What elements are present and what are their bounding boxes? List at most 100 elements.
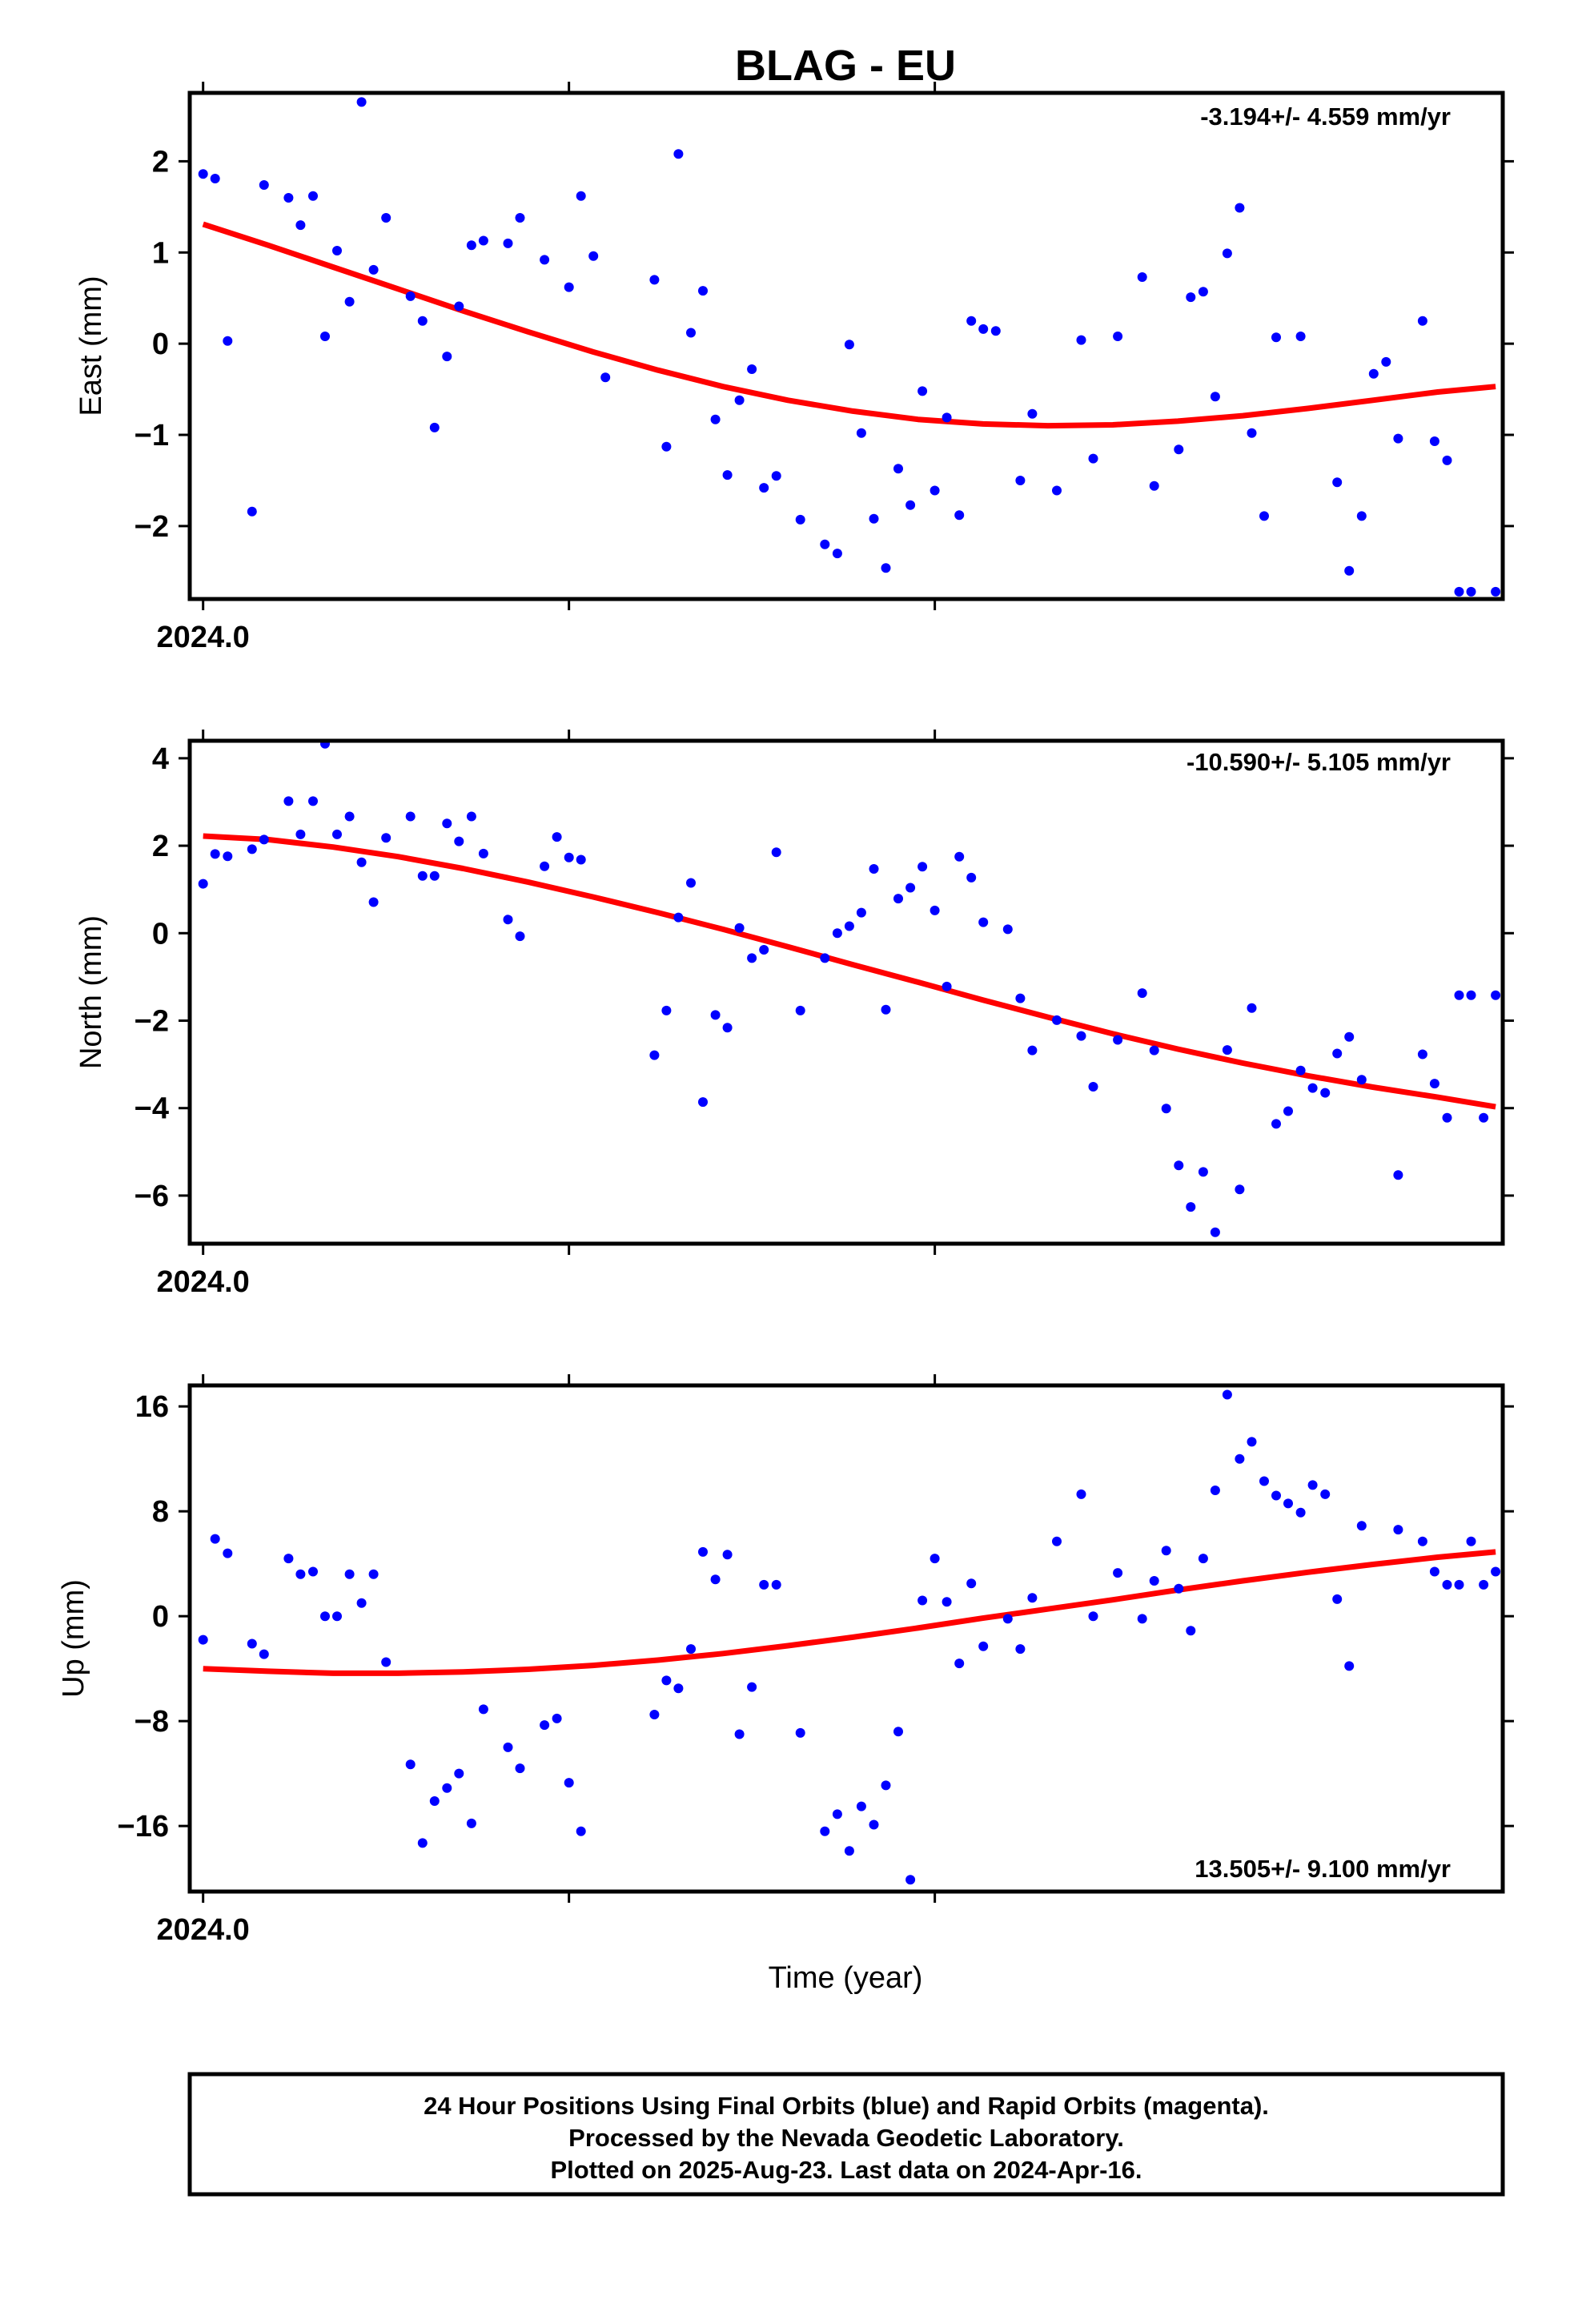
data-point — [1466, 1536, 1476, 1546]
data-point — [478, 848, 488, 858]
data-point — [747, 1682, 757, 1692]
data-point — [1186, 1626, 1196, 1636]
data-point — [210, 849, 220, 859]
y-tick-label: −2 — [135, 510, 169, 544]
data-point — [1466, 990, 1476, 1000]
data-point — [210, 1534, 220, 1544]
data-point — [1332, 477, 1343, 488]
data-point — [881, 1004, 891, 1015]
x-axis-label: Time (year) — [769, 1961, 923, 1995]
data-point — [478, 235, 488, 246]
data-point — [515, 931, 525, 942]
y-tick-label: −6 — [135, 1180, 169, 1213]
data-point — [722, 1023, 733, 1033]
data-point — [247, 1638, 257, 1649]
data-point — [1052, 1015, 1062, 1025]
data-point — [295, 829, 306, 839]
data-point — [832, 928, 842, 939]
data-point — [198, 879, 208, 889]
data-point — [1271, 1490, 1281, 1501]
y-tick-label: 16 — [135, 1390, 169, 1424]
data-point — [1429, 1566, 1439, 1577]
data-point — [210, 174, 220, 183]
fit-curve — [203, 1549, 1496, 1676]
data-point — [1332, 1048, 1343, 1059]
data-point — [673, 1683, 684, 1694]
y-axis-label: Up (mm) — [57, 1579, 90, 1698]
data-point — [771, 1579, 781, 1590]
data-point — [686, 878, 696, 888]
fit-curve — [202, 221, 1496, 429]
data-point — [503, 915, 513, 925]
data-point — [1198, 1167, 1208, 1177]
data-point — [1393, 1525, 1403, 1535]
data-point — [1307, 1083, 1318, 1093]
data-point — [869, 1819, 879, 1830]
data-point — [588, 251, 599, 261]
data-point — [368, 264, 379, 275]
data-point — [540, 1720, 550, 1731]
data-point — [332, 246, 342, 255]
data-point — [417, 870, 428, 881]
data-point — [466, 1818, 476, 1828]
data-point — [1283, 1106, 1293, 1116]
data-point — [1417, 1536, 1427, 1546]
data-point — [649, 1050, 660, 1060]
data-point — [1454, 1579, 1464, 1590]
data-point — [576, 191, 586, 201]
data-point — [417, 316, 428, 326]
data-point — [1259, 1476, 1269, 1486]
data-point — [747, 364, 757, 374]
y-tick-label: −4 — [135, 1092, 169, 1126]
data-point — [1295, 1065, 1306, 1076]
data-point — [368, 1569, 379, 1579]
data-point — [1356, 511, 1367, 521]
data-point — [442, 352, 452, 362]
data-point — [198, 1634, 208, 1645]
data-point — [442, 1783, 452, 1793]
y-tick-label: 0 — [152, 917, 169, 951]
data-point — [1454, 990, 1464, 1000]
data-point — [917, 386, 928, 396]
data-point — [600, 372, 611, 383]
data-point — [869, 864, 879, 874]
data-point — [259, 180, 269, 190]
data-point — [417, 1838, 428, 1848]
data-point — [1052, 1536, 1062, 1546]
data-point — [259, 1649, 269, 1659]
data-point — [1137, 988, 1147, 999]
data-point — [1247, 428, 1257, 438]
data-point — [320, 332, 330, 341]
data-point — [1210, 392, 1220, 402]
data-point — [540, 861, 550, 871]
y-tick-label: 2 — [152, 145, 169, 179]
data-point — [832, 1809, 842, 1819]
data-point — [564, 852, 574, 862]
data-point — [1174, 444, 1184, 455]
y-axis-label: North (mm) — [74, 915, 108, 1069]
data-point — [722, 1550, 733, 1560]
data-point — [649, 1710, 660, 1719]
data-point — [820, 539, 830, 549]
data-point — [1161, 1104, 1171, 1114]
data-point — [1417, 1049, 1427, 1059]
data-point — [1491, 586, 1501, 597]
data-point — [771, 847, 781, 858]
data-point — [1295, 1507, 1306, 1518]
data-point — [795, 514, 805, 525]
data-point — [1002, 924, 1013, 935]
data-point — [771, 471, 781, 481]
data-point — [381, 833, 391, 843]
data-point — [576, 854, 586, 865]
data-point — [881, 563, 891, 573]
data-point — [856, 1801, 866, 1811]
data-point — [930, 485, 940, 496]
data-point — [564, 282, 574, 292]
data-point — [1222, 1045, 1232, 1055]
data-point — [942, 412, 952, 423]
plot-area — [198, 97, 1501, 597]
y-axis-label: East (mm) — [74, 275, 108, 416]
data-point — [1344, 565, 1355, 576]
chart-title: BLAG - EU — [735, 42, 956, 90]
data-point — [698, 1097, 708, 1108]
